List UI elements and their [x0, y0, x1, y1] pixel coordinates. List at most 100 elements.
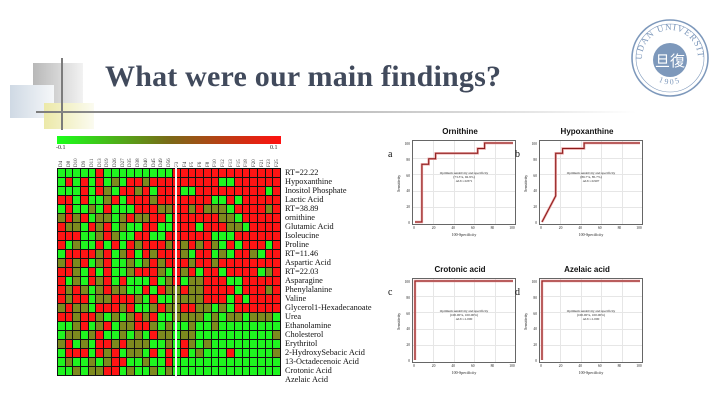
heatmap-cell: [211, 358, 219, 366]
gridline: [540, 190, 642, 192]
heatmap-cell: [88, 322, 96, 330]
heatmap-cell: [150, 241, 157, 249]
heatmap-cell: [181, 187, 188, 195]
heatmap-cell: [188, 169, 196, 177]
heatmap-cell: [257, 250, 265, 258]
heatmap-cell: [227, 259, 234, 267]
heatmap-cell: [257, 367, 265, 375]
heatmap-cell: [265, 322, 273, 330]
heatmap-cell: [142, 322, 150, 330]
heatmap-cell: [219, 241, 227, 249]
heatmap-cell: [196, 187, 204, 195]
heatmap-cell: [96, 367, 104, 375]
heatmap-cell: [242, 313, 250, 321]
heatmap-cell: [242, 286, 250, 294]
heatmap-cell: [73, 196, 81, 204]
heatmap-cell: [227, 214, 234, 222]
heatmap-cell: [127, 178, 134, 186]
heatmap-cell: [58, 214, 65, 222]
heatmap-cell: [81, 259, 88, 267]
heatmap-cell: [188, 358, 196, 366]
x-tick-label: 80: [617, 364, 622, 368]
heatmap-cell: [96, 304, 104, 312]
roc-panel-letter: b: [515, 149, 520, 160]
x-axis-label: 100-Specificity: [451, 370, 477, 375]
heatmap-cell: [88, 241, 96, 249]
heatmap-cell: [181, 169, 188, 177]
heatmap-column-label: F23: [267, 159, 273, 167]
heatmap-cell: [73, 187, 81, 195]
heatmap-cell: [134, 313, 142, 321]
heatmap-cell: [111, 169, 119, 177]
heatmap-cell: [211, 286, 219, 294]
heatmap-cell: [142, 268, 150, 276]
heatmap-cell: [111, 250, 119, 258]
roc-plot-area: Optimum sensitivity and specificity (100.…: [412, 278, 516, 363]
heatmap-cell: [219, 313, 227, 321]
heatmap-cell: [265, 367, 273, 375]
heatmap-cell: [127, 268, 134, 276]
gridline: [540, 174, 642, 176]
heatmap-cell: [165, 304, 173, 312]
heatmap-cell: [250, 340, 257, 348]
heatmap-cell: [73, 178, 81, 186]
heatmap-cell: [81, 340, 88, 348]
heatmap-cell: [211, 223, 219, 231]
heatmap-cell: [181, 358, 188, 366]
heatmap-cell: [73, 277, 81, 285]
heatmap-cell: [165, 187, 173, 195]
heatmap-cell: [234, 349, 242, 357]
heatmap-cell: [134, 205, 142, 213]
heatmap-cell: [104, 187, 111, 195]
y-tick-label: 20: [533, 343, 537, 348]
heatmap-cell: [104, 259, 111, 267]
heatmap-cell: [227, 331, 234, 339]
heatmap-cell: [104, 313, 111, 321]
heatmap-cell: [65, 340, 73, 348]
gridline: [433, 141, 435, 224]
x-tick-label: 60: [598, 226, 602, 230]
heatmap-cell: [150, 187, 157, 195]
heatmap-cell: [157, 340, 165, 348]
heatmap-cell: [188, 187, 196, 195]
heatmap-cell: [111, 358, 119, 366]
heatmap-row-label: Aspartic Acid: [285, 258, 331, 267]
heatmap-cell: [119, 358, 127, 366]
heatmap-cell: [204, 304, 211, 312]
heatmap-cell: [104, 304, 111, 312]
heatmap-cell: [142, 313, 150, 321]
heatmap-cell: [181, 295, 188, 303]
heatmap-cell: [65, 205, 73, 213]
heatmap-cell: [96, 232, 104, 240]
heatmap-cell: [257, 349, 265, 357]
heatmap-cell: [65, 358, 73, 366]
heatmap-row-label: Phenylalanine: [285, 285, 333, 294]
heatmap-column-label: F12: [221, 159, 227, 167]
heatmap-cell: [181, 304, 188, 312]
heatmap-cell: [211, 331, 219, 339]
heatmap-cell: [111, 313, 119, 321]
heatmap-cell: [242, 214, 250, 222]
gridline: [494, 141, 496, 224]
heatmap-cell: [165, 196, 173, 204]
heatmap-cell: [250, 286, 257, 294]
heatmap-cell: [211, 349, 219, 357]
heatmap-row-label: 2-HydroxySebacic Acid: [285, 348, 365, 357]
heatmap-cell: [88, 331, 96, 339]
heatmap-cell: [257, 313, 265, 321]
heatmap-cell: [81, 331, 88, 339]
heatmap-cell: [188, 277, 196, 285]
colorbar-max-label: 0.1: [270, 145, 278, 151]
heatmap-cell: [219, 232, 227, 240]
heatmap-column-label: D56: [167, 158, 173, 167]
heatmap-cell: [96, 259, 104, 267]
heatmap-cell: [242, 349, 250, 357]
heatmap-cell: [196, 286, 204, 294]
heatmap-cell: [250, 322, 257, 330]
heatmap-cell: [119, 313, 127, 321]
heatmap-cell: [204, 295, 211, 303]
x-tick-label: 100: [509, 364, 515, 368]
heatmap-cell: [211, 169, 219, 177]
heatmap-cell: [242, 304, 250, 312]
heatmap-cell: [88, 295, 96, 303]
